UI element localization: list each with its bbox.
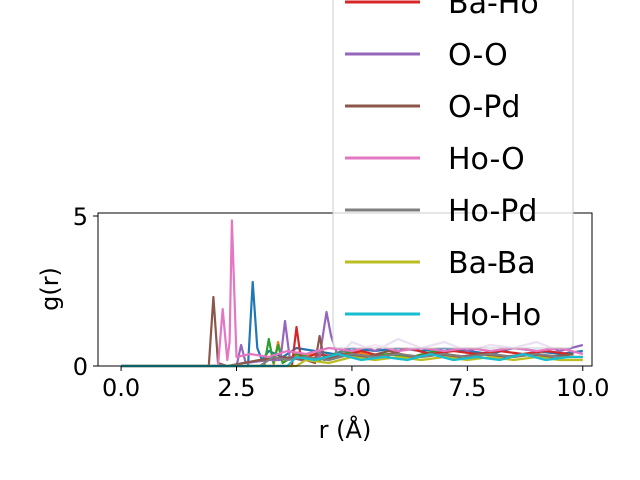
x-axis: 0.0 2.5 5.0 7.5 10.0 (102, 366, 609, 402)
legend-label-ho-pd: Ho-Pd (448, 194, 537, 229)
y-tick-label: 0 (73, 353, 88, 381)
series-line-ho-pd (121, 352, 583, 368)
legend: Ba-Ho O-O O-Pd Ho-O Ho-Pd Ba-Ba Ho-Ho (332, 0, 574, 349)
series-line-ba-ba (121, 355, 583, 368)
y-tick-label: 5 (73, 203, 88, 231)
x-tick-label: 0.0 (102, 374, 140, 402)
legend-label-ba-ba: Ba-Ba (448, 246, 536, 281)
x-tick-label: 10.0 (556, 374, 609, 402)
legend-label-ho-o: Ho-O (448, 142, 525, 177)
y-axis-label: g(r) (36, 267, 64, 311)
series-line-o-pd (121, 295, 574, 368)
x-axis-label: r (Å) (319, 415, 372, 444)
legend-label-o-pd: O-Pd (448, 90, 520, 125)
legend-label-ho-ho: Ho-Ho (448, 298, 541, 333)
legend-label-o-o: O-O (448, 38, 508, 73)
x-tick-label: 2.5 (217, 374, 255, 402)
series-line-ho-ho (121, 352, 583, 368)
legend-label-ba-ho: Ba-Ho (448, 0, 539, 21)
series-line-ho-o (121, 219, 584, 368)
y-axis: 05 (73, 203, 98, 381)
x-tick-label: 5.0 (333, 374, 371, 402)
x-tick-label: 7.5 (448, 374, 486, 402)
